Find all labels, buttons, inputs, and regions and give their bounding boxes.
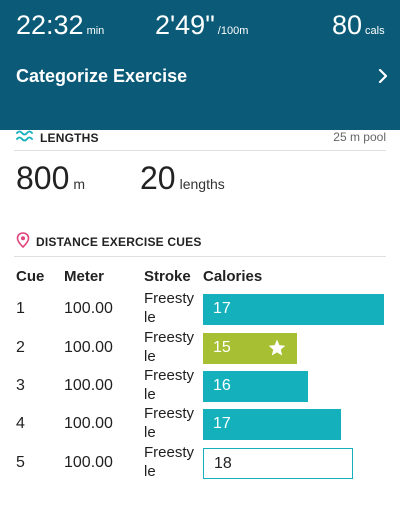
cue-stroke: Freestyle: [144, 290, 195, 326]
calories-value: 17: [213, 415, 231, 432]
calories-value: 18: [214, 455, 232, 472]
calories-bar: 15: [203, 333, 297, 364]
divider: [14, 256, 386, 257]
distance-unit: m: [73, 176, 86, 192]
cue-row: 3 100.00 Freestyle 16: [0, 367, 400, 409]
pool-size: 25 m pool: [333, 130, 386, 144]
cue-number: 2: [16, 339, 25, 356]
calories-bar: 17: [203, 294, 384, 325]
categorize-exercise-label: Categorize Exercise: [16, 66, 188, 86]
calories-value: 17: [213, 300, 231, 317]
cues-section-header: DISTANCE EXERCISE CUES: [16, 231, 202, 253]
lengths-title: LENGTHS: [40, 131, 99, 145]
summary-header: 22:32 min 2'49"/100m 80 cals Categorize Ex…: [0, 0, 400, 130]
cue-meter: 100.00: [64, 377, 113, 394]
cue-stroke: Freestyle: [144, 367, 195, 403]
calories-unit: cals: [365, 25, 385, 37]
cue-meter: 100.00: [64, 415, 113, 432]
lengths-total: 20 lengths: [140, 160, 225, 197]
cue-number: 5: [16, 454, 25, 471]
duration-value: 22:32: [16, 10, 84, 40]
lengths-value: 20: [140, 160, 176, 196]
cue-meter: 100.00: [64, 339, 113, 356]
cue-meter: 100.00: [64, 454, 113, 471]
cue-row: 4 100.00 Freestyle 17: [0, 405, 400, 447]
calories-bar: 17: [203, 409, 341, 440]
cue-number: 1: [16, 300, 25, 317]
column-header-calories: Calories: [203, 268, 263, 285]
chevron-right-icon: [378, 68, 388, 89]
calories-bar: 16: [203, 371, 308, 402]
cue-stroke: Freestyle: [144, 405, 195, 441]
cue-number: 4: [16, 415, 25, 432]
location-pin-icon: [16, 231, 30, 253]
cue-number: 3: [16, 377, 25, 394]
cue-row: 5 100.00 Freestyle 18: [0, 444, 400, 486]
column-header-cue: Cue: [16, 268, 45, 285]
cue-stroke: Freestyle: [144, 444, 195, 480]
distance-total: 800 m: [16, 160, 85, 197]
calories-bar: 18: [203, 448, 353, 479]
column-header-stroke: Stroke: [144, 268, 191, 285]
star-icon: [267, 338, 287, 363]
waves-icon: [16, 129, 34, 148]
pace-unit: /100m: [217, 25, 249, 37]
calories-stat: 80 cals: [332, 10, 385, 41]
duration-unit: min: [86, 25, 105, 37]
duration-stat: 22:32 min: [16, 10, 104, 41]
cue-stroke: Freestyle: [144, 329, 195, 365]
lengths-unit: lengths: [179, 176, 225, 192]
column-header-meter: Meter: [64, 268, 105, 285]
calories-value: 80: [332, 10, 363, 40]
pace-stat: 2'49"/100m: [155, 10, 248, 41]
cue-row: 2 100.00 Freestyle 15: [0, 329, 400, 371]
divider: [14, 150, 386, 151]
calories-value: 16: [213, 377, 231, 394]
categorize-exercise-button[interactable]: Categorize Exercise: [0, 55, 400, 100]
distance-value: 800: [16, 160, 70, 196]
cues-title: DISTANCE EXERCISE CUES: [36, 235, 202, 249]
pace-value: 2'49": [155, 10, 215, 40]
cue-meter: 100.00: [64, 300, 113, 317]
lengths-section-header: LENGTHS: [16, 128, 99, 148]
cue-row: 1 100.00 Freestyle 17: [0, 290, 400, 332]
calories-value: 15: [213, 339, 231, 356]
